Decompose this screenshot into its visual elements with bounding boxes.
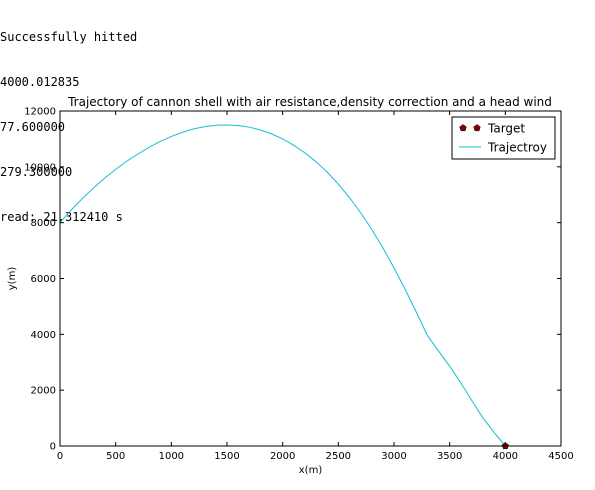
x-tick-label: 4000 [493, 451, 518, 462]
x-axis-label: x(m) [299, 465, 323, 476]
y-tick-label: 2000 [31, 386, 56, 397]
x-tick-label: 2500 [326, 451, 351, 462]
y-tick-label: 4000 [31, 330, 56, 341]
x-tick-label: 0 [57, 451, 63, 462]
legend-entry-label: Trajectroy [487, 141, 547, 155]
x-tick-label: 500 [106, 451, 125, 462]
y-tick-label: 6000 [31, 274, 56, 285]
axis-ticks: 0 500 1000 1500 2000 2500 3000 3500 4000 4500 0 200… [24, 107, 574, 463]
y-tick-label: 12000 [24, 107, 56, 118]
legend-entry-label: Target [487, 122, 525, 136]
x-tick-label: 4500 [548, 451, 573, 462]
plot-content [59, 124, 509, 450]
x-tick-label: 2000 [270, 451, 295, 462]
y-tick-label: 0 [50, 442, 56, 453]
console-line: 77.600000 [0, 120, 66, 134]
console-line: 279.300000 [0, 165, 73, 179]
x-tick-label: 3000 [381, 451, 406, 462]
x-tick-label: 1500 [214, 451, 239, 462]
legend-box [451, 116, 556, 160]
legend-target-marker [473, 124, 481, 132]
legend-target-marker [459, 124, 467, 132]
console-line: 4000.012835 [0, 75, 80, 89]
trajectory-line [59, 124, 506, 447]
chart-title: Trajectory of cannon shell with air resi… [67, 95, 552, 109]
x-tick-label: 1000 [159, 451, 184, 462]
plot-frame [59, 110, 562, 447]
y-tick-label: 10000 [24, 162, 56, 173]
y-axis-label: y(m) [7, 267, 18, 291]
y-tick-label: 8000 [31, 218, 56, 229]
console-line: Successfully hitted [0, 30, 138, 44]
legend: Target Trajectroy [451, 116, 556, 160]
x-tick-label: 3500 [437, 451, 462, 462]
